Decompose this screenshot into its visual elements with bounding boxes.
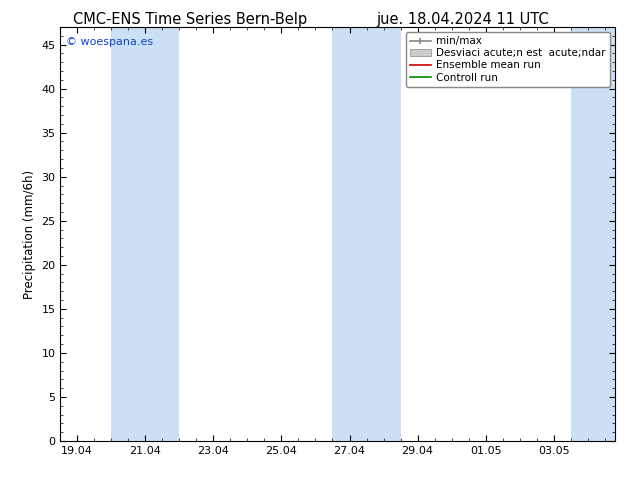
Text: © woespana.es: © woespana.es [66, 37, 153, 48]
Bar [571, 27, 615, 441]
Bar [332, 27, 401, 441]
Text: CMC-ENS Time Series Bern-Belp: CMC-ENS Time Series Bern-Belp [73, 12, 307, 27]
Legend: min/max, Desviaci acute;n est  acute;ndar, Ensemble mean run, Controll run: min/max, Desviaci acute;n est acute;ndar… [406, 32, 610, 87]
Y-axis label: Precipitation (mm/6h): Precipitation (mm/6h) [23, 170, 36, 298]
Text: jue. 18.04.2024 11 UTC: jue. 18.04.2024 11 UTC [377, 12, 549, 27]
Bar [112, 27, 179, 441]
